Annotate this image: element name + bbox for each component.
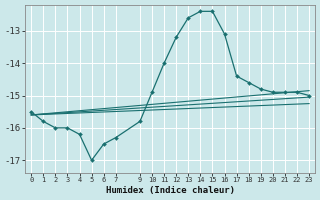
X-axis label: Humidex (Indice chaleur): Humidex (Indice chaleur): [106, 186, 235, 195]
